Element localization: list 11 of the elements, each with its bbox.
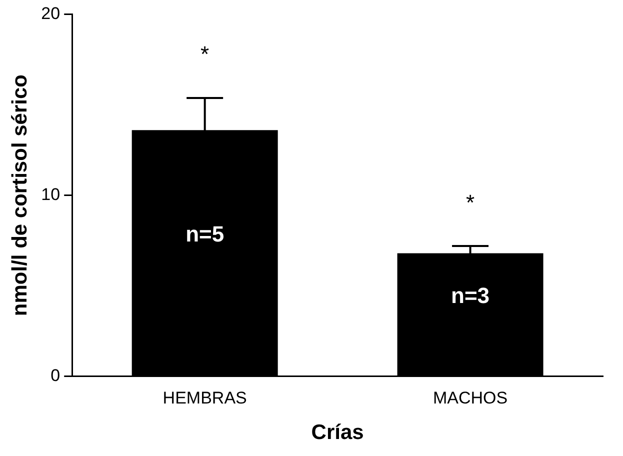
- annotation: n=3: [451, 282, 490, 308]
- x-tick-label: HEMBRAS: [162, 388, 247, 408]
- y-tick-label: 10: [41, 184, 60, 204]
- y-axis-title: nmol/l de cortisol sérico: [8, 74, 32, 316]
- y-tick-label: 0: [50, 366, 60, 386]
- annotation: *: [466, 190, 475, 216]
- x-tick-label: MACHOS: [432, 388, 508, 408]
- y-tick-label: 20: [41, 4, 60, 23]
- x-axis-title: Crías: [311, 421, 364, 444]
- annotation: n=5: [186, 221, 224, 246]
- annotation: *: [200, 42, 210, 67]
